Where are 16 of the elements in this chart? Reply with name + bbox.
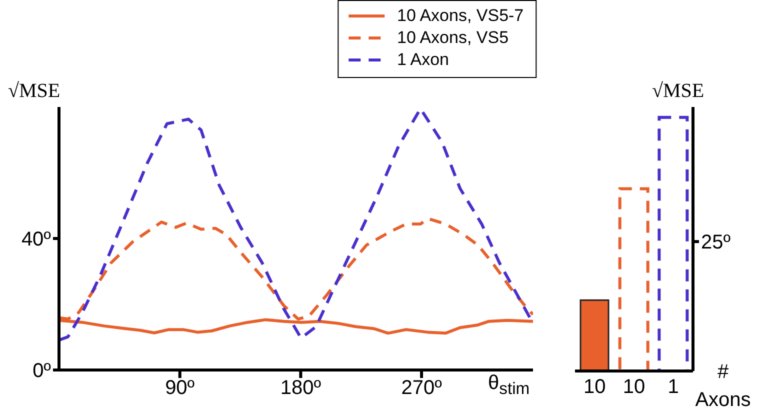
x-axis-title: # Axons [694, 360, 752, 413]
x-tick-label: 180º [280, 377, 322, 400]
y-tick-label: 40º [21, 228, 52, 251]
y-tick-label: 0º [32, 360, 52, 382]
x-tick-label: 10 [622, 376, 646, 398]
x-axis-title: θ$_{stim}$ [488, 372, 530, 399]
legend-label: 10 Axons, VS5 [397, 28, 509, 48]
x-tick-label: 10 [584, 376, 606, 398]
y-axis-title: √MSE [8, 80, 60, 103]
legend-label: 10 Axons, VS5-7 [397, 6, 524, 26]
legend-label: 1 Axon [397, 50, 449, 70]
x-tick-label: 90º [165, 377, 196, 400]
y-tick-label: 25º [701, 232, 732, 254]
x-tick-label: 1 [668, 376, 679, 398]
y-axis-title: √MSE [652, 80, 704, 103]
x-tick-label: 270º [401, 377, 443, 400]
